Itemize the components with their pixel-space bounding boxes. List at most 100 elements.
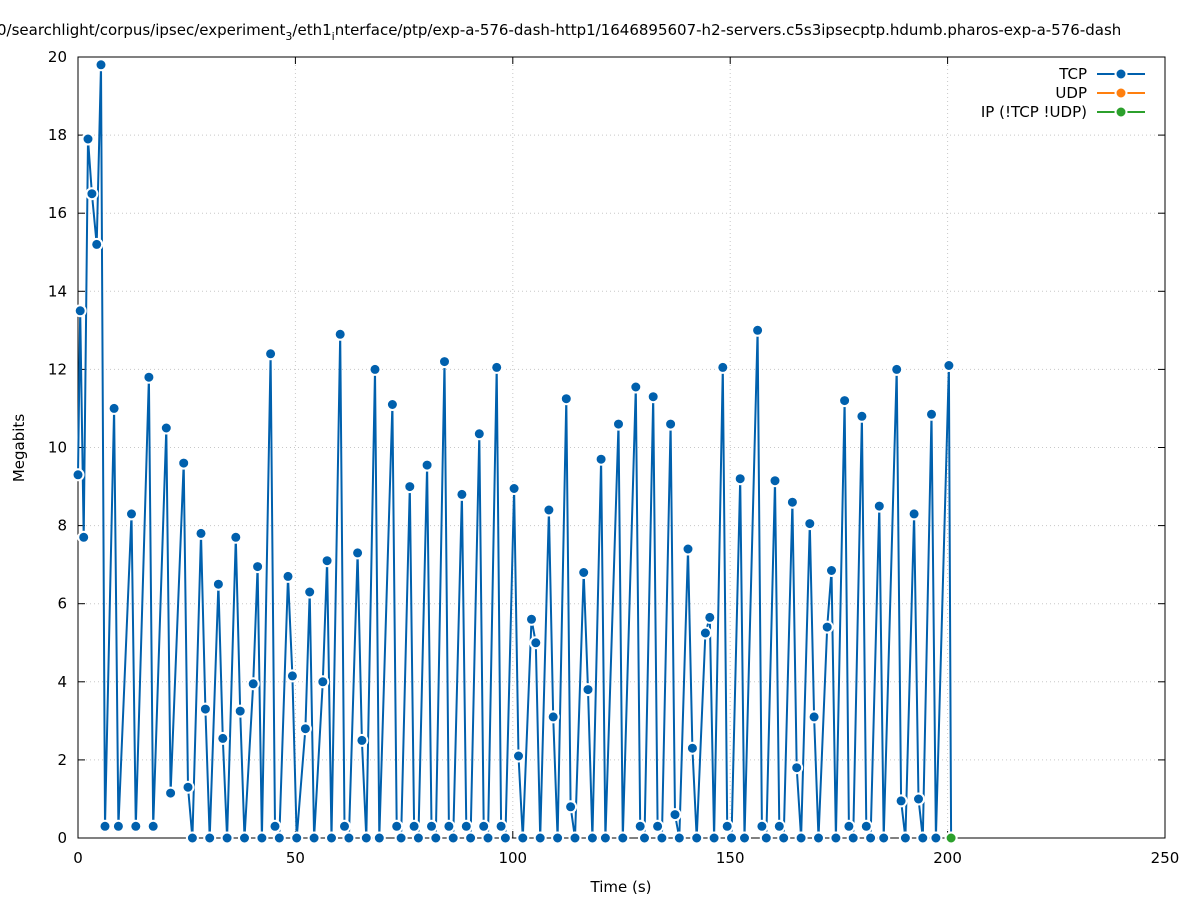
data-point	[703, 610, 717, 624]
series-layer	[71, 58, 958, 845]
data-point	[446, 831, 460, 845]
data-point	[316, 675, 330, 689]
data-point	[77, 530, 91, 544]
x-tick-label: 0	[73, 849, 83, 867]
data-point	[372, 831, 386, 845]
y-tick-label: 12	[48, 360, 67, 378]
data-point	[698, 626, 712, 640]
data-point	[303, 585, 317, 599]
x-tick-label: 100	[498, 849, 527, 867]
title-part-3: nterface/ptp/exp-a-576-dash-http1/164689…	[335, 21, 1122, 39]
data-point	[825, 564, 838, 577]
svg-text:0/searchlight/corpus/ipsec/exp: 0/searchlight/corpus/ipsec/experiment3/e…	[0, 21, 1121, 43]
data-point	[390, 819, 404, 833]
x-axis-title: Time (s)	[590, 878, 652, 896]
y-tick-label: 6	[57, 595, 67, 613]
data-point	[494, 819, 508, 833]
data-point	[85, 187, 99, 201]
data-point	[81, 132, 95, 146]
data-point	[146, 819, 160, 833]
y-tick-label: 10	[48, 439, 67, 457]
data-point	[768, 474, 782, 488]
data-point	[220, 831, 234, 845]
data-point	[177, 456, 191, 470]
data-point	[285, 669, 299, 683]
data-point	[568, 831, 582, 845]
data-point	[211, 577, 225, 591]
data-point	[490, 360, 504, 374]
data-point	[164, 786, 178, 800]
data-point	[855, 409, 869, 423]
data-point	[203, 831, 217, 845]
axes: 0 50 100 150 200 250 0 2 4 6 8 10 12 14 16 18 20	[48, 48, 1179, 867]
data-point	[925, 407, 938, 421]
data-point	[864, 831, 878, 845]
series-line	[77, 63, 953, 839]
data-point	[564, 800, 578, 814]
legend-label: UDP	[1055, 84, 1087, 102]
data-point	[71, 468, 85, 482]
data-point	[759, 831, 773, 845]
data-point	[807, 710, 821, 724]
data-point	[929, 831, 943, 845]
data-point	[772, 819, 786, 833]
data-point	[442, 819, 456, 833]
data-point	[916, 831, 930, 845]
data-point	[533, 831, 547, 845]
data-point	[738, 831, 751, 845]
title-part-1: 0/searchlight/corpus/ipsec/experiment	[0, 21, 286, 39]
data-point	[546, 710, 560, 724]
data-point	[733, 472, 747, 486]
data-point	[307, 831, 321, 845]
legend-swatch-marker	[1114, 86, 1128, 100]
data-point	[73, 304, 87, 318]
data-point	[751, 323, 765, 337]
data-point	[281, 569, 295, 583]
data-point	[512, 749, 525, 763]
data-point	[716, 360, 730, 374]
legend-swatch-marker	[1114, 67, 1128, 81]
data-point	[233, 704, 247, 718]
y-tick-label: 14	[48, 282, 67, 300]
x-tick-label: 150	[716, 849, 745, 867]
data-point	[598, 831, 612, 845]
data-point	[472, 427, 486, 441]
data-point	[872, 499, 886, 513]
legend-label: IP (!TCP !UDP)	[981, 103, 1087, 121]
data-point	[612, 417, 625, 431]
legend-item: IP (!TCP !UDP)	[981, 103, 1145, 121]
data-point	[838, 394, 852, 408]
y-tick-label: 18	[48, 126, 67, 144]
legend-item: TCP	[1058, 65, 1145, 83]
data-point	[725, 831, 738, 845]
data-point	[812, 831, 825, 845]
data-point	[842, 819, 856, 833]
data-point	[707, 831, 721, 845]
data-point	[394, 831, 408, 845]
data-point	[803, 517, 817, 531]
data-point	[481, 831, 495, 845]
data-point	[559, 392, 573, 406]
y-tick-label: 8	[57, 517, 67, 535]
data-point	[125, 507, 138, 521]
data-point	[338, 819, 351, 833]
data-point	[229, 530, 243, 544]
title-sub-1: 3	[285, 30, 292, 43]
data-point	[251, 560, 265, 574]
data-point	[425, 819, 438, 833]
data-point	[216, 731, 230, 745]
data-point	[912, 792, 925, 806]
data-point	[651, 819, 665, 833]
data-point	[646, 390, 660, 404]
series-2	[944, 831, 958, 845]
data-point	[859, 819, 873, 833]
data-point	[298, 722, 312, 736]
data-point	[755, 819, 769, 833]
data-point	[633, 819, 647, 833]
data-point	[142, 370, 156, 384]
y-tick-label: 0	[57, 829, 67, 847]
data-point	[94, 58, 108, 72]
data-point	[672, 831, 686, 845]
